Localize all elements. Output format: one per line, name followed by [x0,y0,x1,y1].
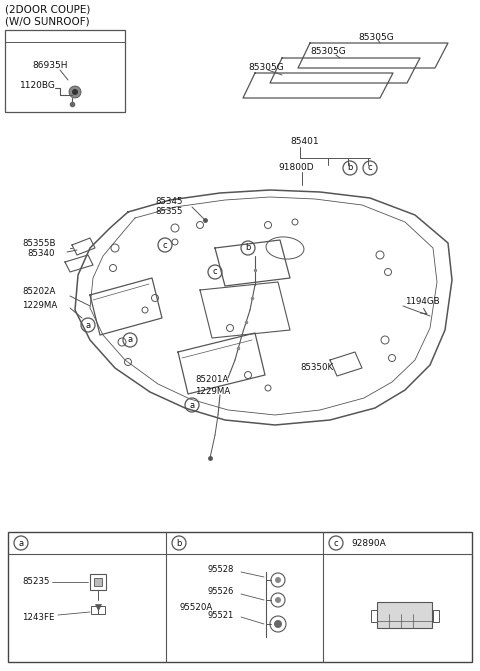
Text: 1243FE: 1243FE [22,613,55,621]
Circle shape [274,620,282,628]
Text: c: c [163,240,168,250]
Text: 1229MA: 1229MA [22,301,57,309]
Bar [433,610,439,622]
Text: 85305G: 85305G [358,32,394,42]
Text: a: a [127,336,132,344]
Text: 85355B: 85355B [22,240,56,248]
Text: 95526: 95526 [208,588,234,597]
Text: 85401: 85401 [290,138,319,146]
Text: 95528: 95528 [208,566,234,574]
Text: a: a [85,321,91,329]
Text: b: b [348,164,353,172]
Bar [91,606,105,614]
Bar [371,610,377,622]
Text: 95521: 95521 [208,611,234,619]
Text: 85340: 85340 [27,250,55,258]
Text: a: a [190,401,194,409]
Text: 85305G: 85305G [248,62,284,72]
Bar [8,532,472,662]
Circle shape [69,86,81,98]
Circle shape [275,597,281,603]
Text: b: b [245,244,251,252]
Text: 1194GB: 1194GB [405,297,440,307]
Text: c: c [334,539,338,548]
Text: 1120BG: 1120BG [20,81,56,89]
Text: a: a [18,539,24,548]
Text: 85345: 85345 [155,197,182,207]
Text: (W/O SUNROOF): (W/O SUNROOF) [5,16,90,26]
Bar [5,30,125,112]
Text: (2DOOR COUPE): (2DOOR COUPE) [5,5,90,15]
Text: 92890A: 92890A [351,539,386,548]
Text: 85235: 85235 [22,578,49,586]
Text: 85355: 85355 [155,207,182,215]
Circle shape [72,89,78,95]
Text: c: c [213,268,217,276]
Text: 85201A: 85201A [195,376,228,384]
Text: 91800D: 91800D [278,164,313,172]
Text: c: c [368,164,372,172]
Text: 86935H: 86935H [32,60,68,70]
Text: 85202A: 85202A [22,287,55,297]
Text: b: b [176,539,182,548]
Text: 1229MA: 1229MA [195,386,230,395]
Text: 95520A: 95520A [180,603,213,611]
Text: 85305G: 85305G [310,48,346,56]
Bar [377,602,432,628]
Circle shape [275,577,281,583]
Text: 85350K: 85350K [300,364,333,372]
Bar [94,578,102,586]
Bar [90,574,106,590]
